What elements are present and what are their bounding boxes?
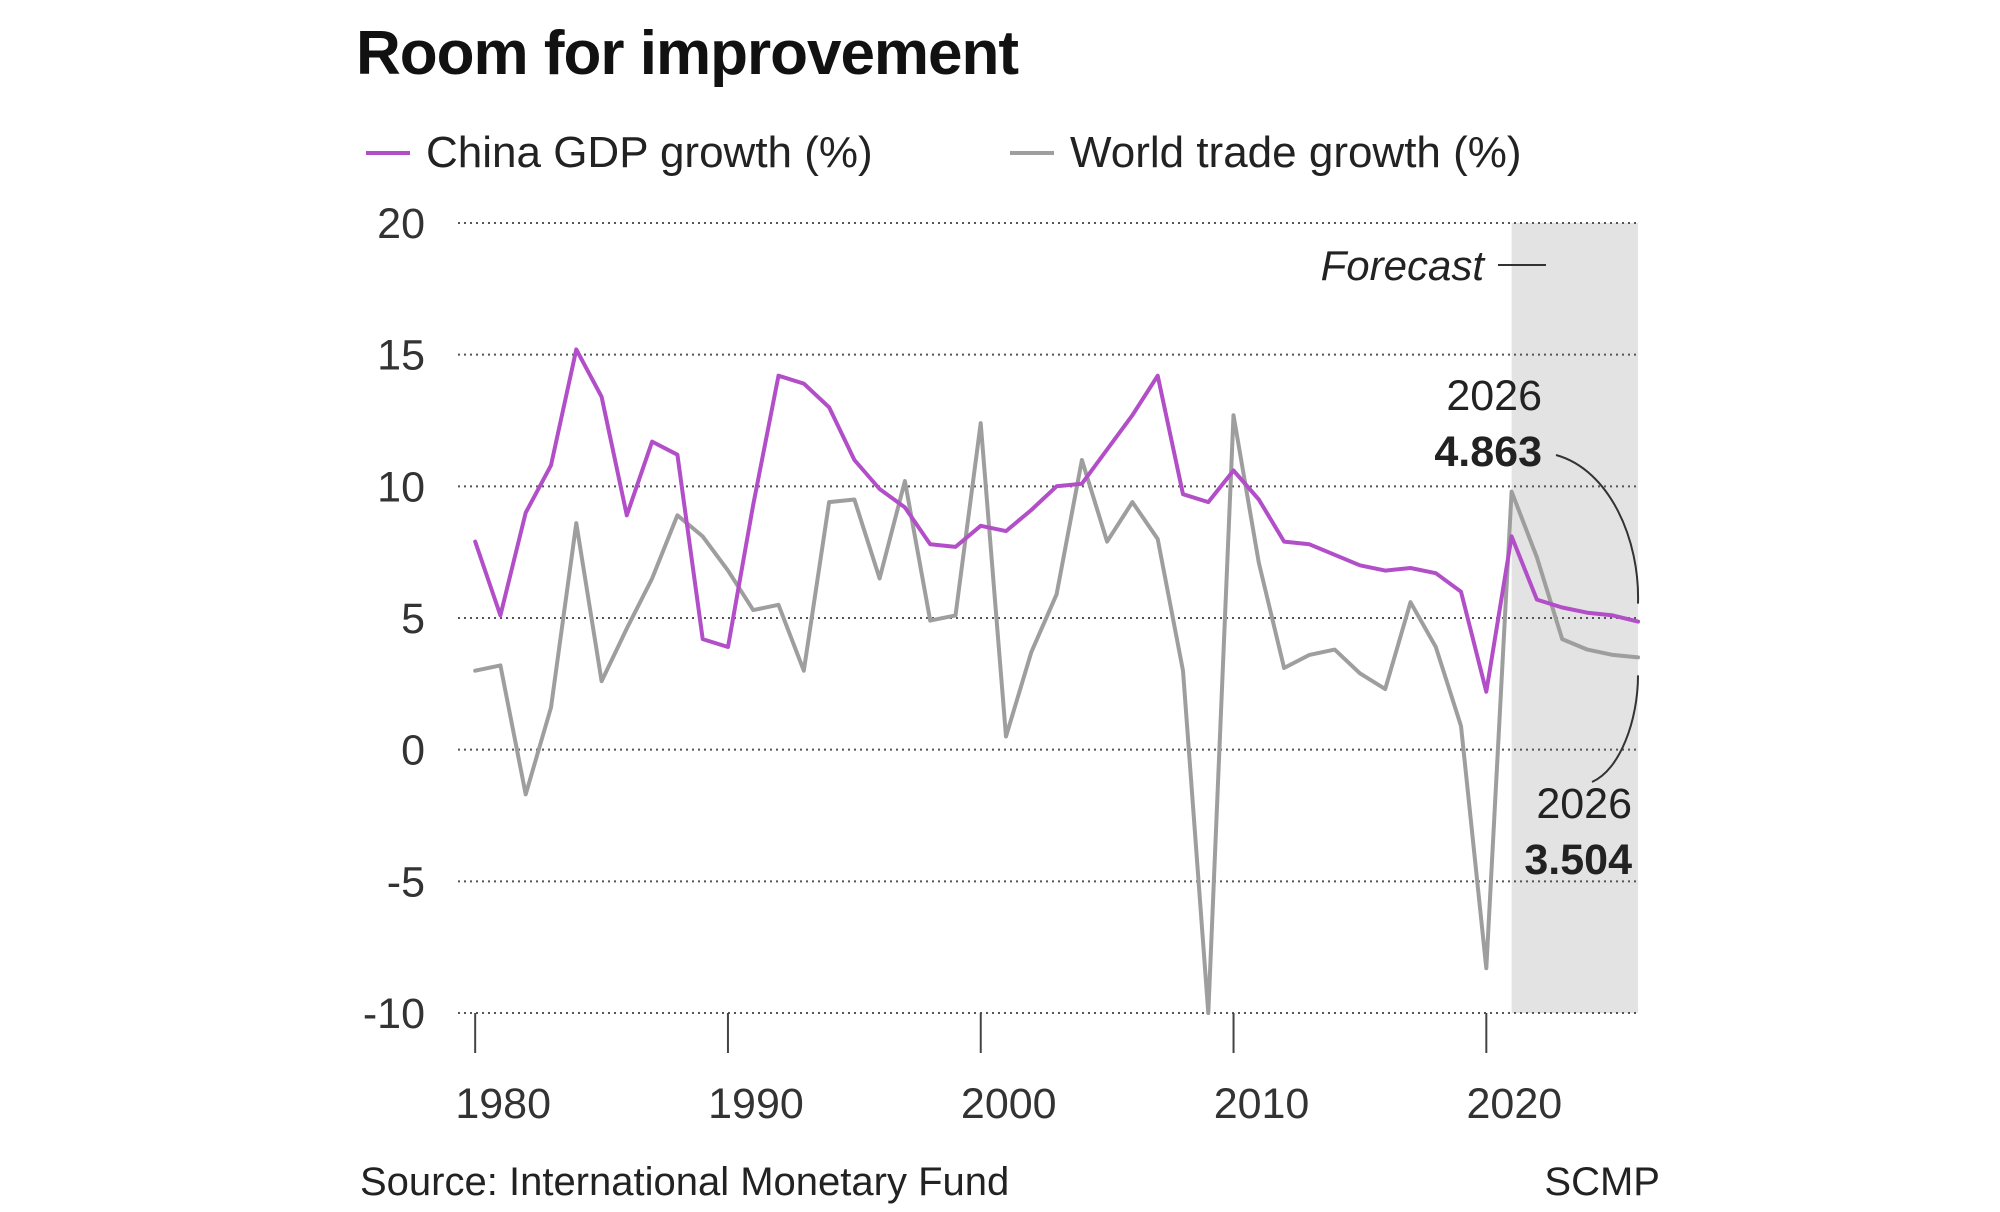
annotation-world-value: 3.504 xyxy=(1524,836,1632,884)
annotation-china-year: 2026 xyxy=(1446,372,1542,420)
legend-label-china: China GDP growth (%) xyxy=(426,128,873,177)
y-tick-label: 20 xyxy=(377,200,425,248)
annotation-world-year: 2026 xyxy=(1536,780,1632,828)
series-line-world-trade xyxy=(473,413,1640,1015)
legend-item-china: China GDP growth (%) xyxy=(366,128,873,178)
series-lines xyxy=(473,347,1640,1015)
chart-title: Room for improvement xyxy=(356,19,1019,88)
y-tick-label: 15 xyxy=(377,332,425,380)
source-note: Source: International Monetary Fund xyxy=(360,1160,1010,1204)
y-tick-label: -10 xyxy=(363,990,425,1038)
x-tick-label: 1980 xyxy=(455,1080,551,1128)
annotation-china-value: 4.863 xyxy=(1434,428,1542,476)
x-tick-label: 2000 xyxy=(961,1080,1057,1128)
x-tick-label: 1990 xyxy=(708,1080,804,1128)
y-tick-label: -5 xyxy=(387,858,425,906)
legend-label-world: World trade growth (%) xyxy=(1070,128,1522,177)
annotation-china-leader xyxy=(1555,454,1640,604)
y-tick-label: 0 xyxy=(401,727,425,775)
publisher-credit: SCMP xyxy=(1544,1160,1660,1204)
legend-swatch-world xyxy=(1010,151,1054,155)
forecast-label: Forecast xyxy=(1321,242,1487,289)
y-tick-label: 5 xyxy=(401,595,425,643)
legend-swatch-china xyxy=(366,151,410,155)
annotation-world-leader xyxy=(1591,675,1639,783)
x-axis: 1980 1990 2000 2010 2020 xyxy=(455,1013,1562,1128)
y-axis: 20 15 10 5 0 -5 -10 xyxy=(363,200,425,1038)
series-line-china-gdp xyxy=(473,347,1640,694)
legend-item-world: World trade growth (%) xyxy=(1010,128,1522,178)
line-chart: 20 15 10 5 0 -5 -10 1980 1990 2000 2010 2020 Forec… xyxy=(363,200,1640,1128)
x-tick-label: 2020 xyxy=(1466,1080,1562,1128)
y-tick-label: 10 xyxy=(377,463,425,511)
x-tick-label: 2010 xyxy=(1214,1080,1310,1128)
